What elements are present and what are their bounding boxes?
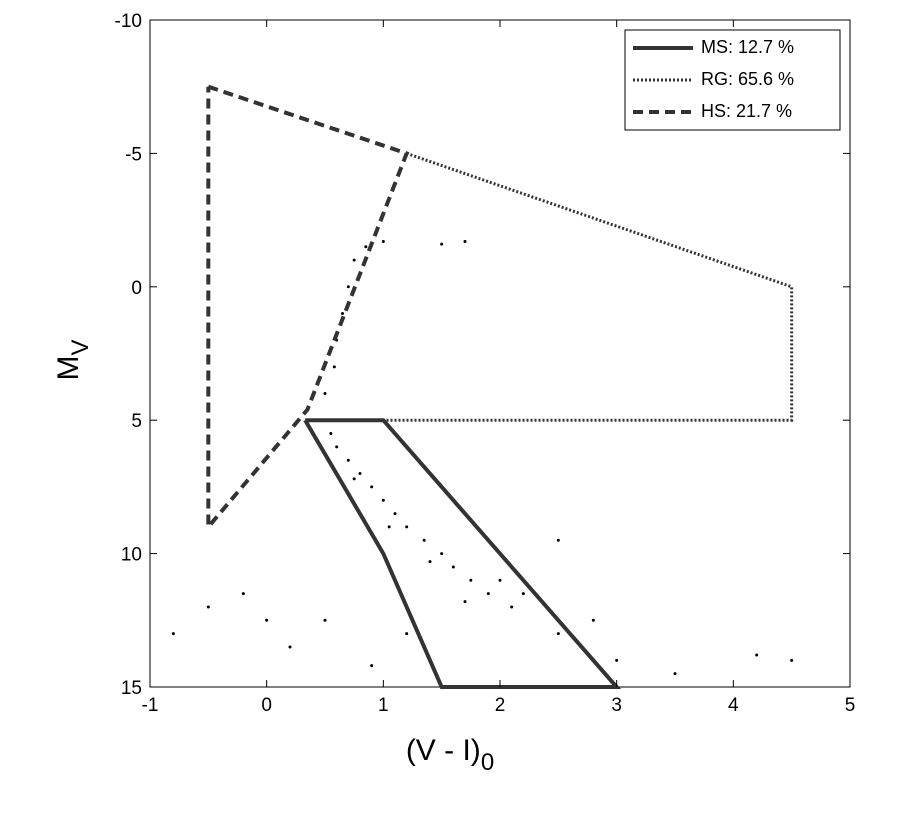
star-point bbox=[335, 445, 339, 449]
x-axis-label: (V - I)0 bbox=[406, 734, 494, 776]
star-point bbox=[393, 512, 397, 516]
star-point bbox=[323, 618, 327, 622]
star-point bbox=[790, 658, 794, 662]
star-point bbox=[387, 525, 391, 529]
region-outline bbox=[303, 418, 622, 689]
y-tick-label: 15 bbox=[121, 678, 142, 699]
star-point bbox=[352, 477, 356, 481]
star-point bbox=[469, 578, 473, 582]
x-tick-label: 3 bbox=[611, 695, 622, 716]
star-point bbox=[323, 392, 327, 396]
star-point bbox=[521, 592, 525, 596]
star-point bbox=[498, 578, 502, 582]
star-point bbox=[428, 560, 432, 564]
regions bbox=[206, 84, 794, 689]
star-point bbox=[288, 645, 292, 649]
y-label-sub: V bbox=[67, 339, 94, 355]
y-tick-label: -5 bbox=[125, 144, 142, 165]
star-point bbox=[556, 632, 560, 636]
star-point bbox=[241, 592, 245, 596]
star-point bbox=[341, 311, 344, 315]
star-point bbox=[370, 485, 374, 489]
x-tick-label: 2 bbox=[495, 695, 506, 716]
star-point bbox=[615, 658, 619, 662]
region-outline bbox=[206, 84, 410, 533]
star-point bbox=[422, 538, 426, 542]
legend: MS: 12.7 % RG: 65.6 % HS: 21.7 % bbox=[624, 29, 841, 131]
x-tick-label: 0 bbox=[261, 695, 272, 716]
x-tick-label: 4 bbox=[728, 695, 739, 716]
star-point bbox=[171, 632, 175, 636]
star-point bbox=[556, 538, 560, 542]
x-tick-label: 5 bbox=[845, 695, 856, 716]
star-point bbox=[451, 565, 455, 569]
star-point bbox=[755, 653, 759, 657]
y-axis-label: MV bbox=[52, 339, 94, 380]
star-point bbox=[329, 432, 333, 436]
star-point bbox=[346, 458, 350, 462]
y-tick-label: 10 bbox=[121, 545, 142, 566]
legend-label: MS: 12.7 % bbox=[701, 37, 794, 57]
plot-frame bbox=[149, 19, 851, 688]
star-point bbox=[206, 605, 210, 609]
star-point bbox=[332, 365, 336, 369]
star-point bbox=[346, 285, 350, 289]
star-point bbox=[673, 672, 677, 676]
star-point bbox=[265, 618, 269, 622]
x-label-text: (V - I) bbox=[406, 734, 481, 767]
x-tick-label: -1 bbox=[142, 695, 159, 716]
star-point bbox=[591, 618, 595, 622]
star-point bbox=[364, 245, 368, 249]
star-point bbox=[510, 605, 514, 609]
star-point bbox=[352, 258, 356, 262]
star-point bbox=[405, 525, 409, 529]
region-outline bbox=[383, 151, 794, 422]
x-label-sub: 0 bbox=[481, 749, 494, 776]
star-point bbox=[440, 242, 444, 246]
star-point bbox=[358, 472, 362, 476]
y-tick-label: 5 bbox=[131, 411, 142, 432]
star-point bbox=[370, 664, 374, 668]
y-label-text: M bbox=[52, 356, 85, 381]
star-point bbox=[440, 552, 444, 556]
star-point bbox=[381, 498, 385, 502]
star-point bbox=[463, 600, 467, 604]
star-point bbox=[381, 239, 385, 243]
points bbox=[171, 239, 794, 676]
star-point bbox=[486, 592, 490, 596]
star-point bbox=[463, 239, 467, 243]
star-point bbox=[405, 632, 409, 636]
y-tick-label: 0 bbox=[131, 278, 142, 299]
legend-label: RG: 65.6 % bbox=[701, 69, 794, 89]
legend-label: HS: 21.7 % bbox=[701, 101, 792, 121]
x-tick-label: 1 bbox=[378, 695, 389, 716]
y-tick-label: -10 bbox=[115, 11, 142, 32]
